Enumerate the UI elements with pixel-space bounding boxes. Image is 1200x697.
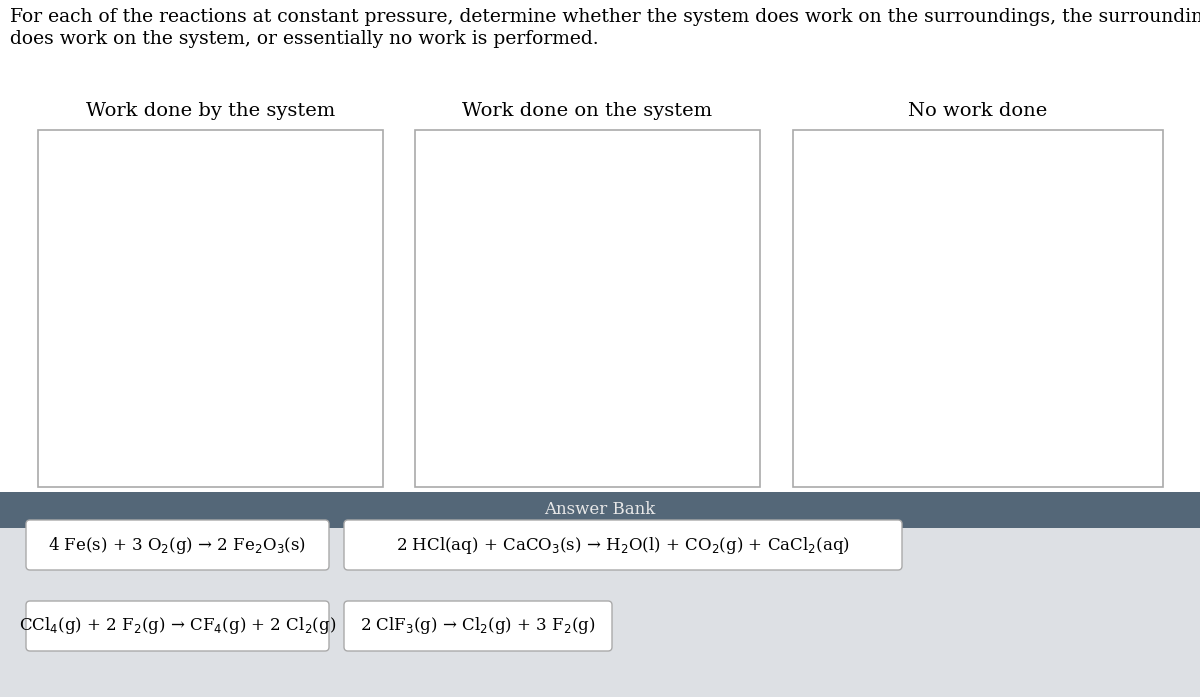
Text: For each of the reactions at constant pressure, determine whether the system doe: For each of the reactions at constant pr… <box>10 8 1200 26</box>
Bar <box>793 130 1163 487</box>
Text: 2 ClF$_3$(g) → Cl$_2$(g) + 3 F$_2$(g): 2 ClF$_3$(g) → Cl$_2$(g) + 3 F$_2$(g) <box>360 615 595 636</box>
Text: Work done by the system: Work done by the system <box>86 102 335 120</box>
Text: No work done: No work done <box>908 102 1048 120</box>
Bar <box>0 528 1200 697</box>
Text: 2 HCl(aq) + CaCO$_3$(s) → H$_2$O(l) + CO$_2$(g) + CaCl$_2$(aq): 2 HCl(aq) + CaCO$_3$(s) → H$_2$O(l) + CO… <box>396 535 850 556</box>
Text: 4 Fe(s) + 3 O$_2$(g) → 2 Fe$_2$O$_3$(s): 4 Fe(s) + 3 O$_2$(g) → 2 Fe$_2$O$_3$(s) <box>48 535 306 556</box>
Text: Answer Bank: Answer Bank <box>545 502 655 519</box>
FancyBboxPatch shape <box>344 520 902 570</box>
Bar <box>415 130 760 487</box>
FancyBboxPatch shape <box>26 520 329 570</box>
Text: Work done on the system: Work done on the system <box>462 102 713 120</box>
FancyBboxPatch shape <box>26 601 329 651</box>
Bar <box>38 130 383 487</box>
FancyBboxPatch shape <box>344 601 612 651</box>
Text: CCl$_4$(g) + 2 F$_2$(g) → CF$_4$(g) + 2 Cl$_2$(g): CCl$_4$(g) + 2 F$_2$(g) → CF$_4$(g) + 2 … <box>19 615 336 636</box>
Bar <box>0 492 1200 528</box>
Text: does work on the system, or essentially no work is performed.: does work on the system, or essentially … <box>10 30 599 48</box>
